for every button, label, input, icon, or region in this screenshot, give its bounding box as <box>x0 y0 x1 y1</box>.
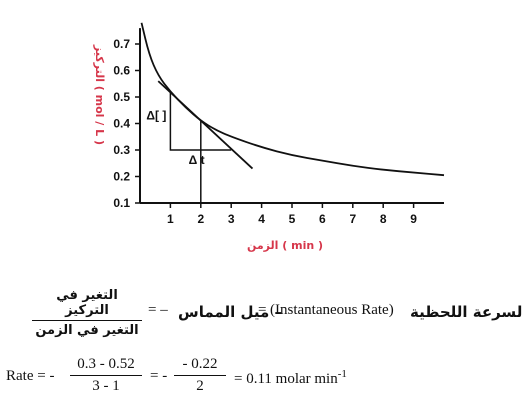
definition-equation: التغير في التركيز التغير في الزمن = – – … <box>0 288 522 340</box>
x-tick-label: 6 <box>319 212 326 226</box>
series-layer <box>140 22 445 177</box>
fraction-one-denominator: 3 - 1 <box>92 378 120 394</box>
axes <box>139 28 444 204</box>
equals-minus-2: = - <box>150 368 168 384</box>
y-tick-label: 0.3 <box>113 143 130 157</box>
fraction-denominator: التغير في الزمن <box>35 323 139 338</box>
y-axis-label: التركيز ( mol / L ) <box>93 44 106 145</box>
fraction-one: 0.3 - 0.52 3 - 1 <box>70 356 142 395</box>
rate-calculation: Rate = - 0.3 - 0.52 3 - 1 = - - 0.22 2 =… <box>0 356 522 400</box>
x-tick-label: 7 <box>349 212 356 226</box>
delta-concentration-label: Δ[ ] <box>146 109 166 123</box>
delta-time-label: Δ t <box>189 153 205 167</box>
rate-result-exponent: -1 <box>337 368 347 380</box>
fraction-two: - 0.22 2 <box>174 356 226 395</box>
definition-fraction: التغير في التركيز التغير في الزمن <box>32 288 142 338</box>
equals-sign: = <box>258 302 267 318</box>
x-axis-label: الزمن ( min ) <box>247 239 323 252</box>
x-tick-label: 5 <box>289 212 296 226</box>
delta-triangle <box>169 91 232 151</box>
y-tick-label: 0.7 <box>113 37 130 51</box>
rate-chart: 0.1 0.2 0.3 0.4 0.5 0.6 0.7 1 2 3 4 5 6 7 8 9 Δ[ ] Δ t ا… <box>93 22 445 252</box>
ticks: 0.1 0.2 0.3 0.4 0.5 0.6 0.7 1 2 3 4 5 6 7 8 9 <box>113 37 417 226</box>
concentration-curve <box>140 22 445 177</box>
annotation-layer: Δ[ ] Δ t <box>146 91 232 203</box>
instantaneous-rate-english: (Instantaneous Rate) <box>270 302 394 318</box>
y-tick-label: 0.5 <box>113 90 130 104</box>
tangent-line <box>157 80 254 170</box>
rate-result: = 0.11 molar min-1 <box>234 368 347 388</box>
x-tick-label: 9 <box>410 212 417 226</box>
x-tick-label: 8 <box>380 212 387 226</box>
x-tick-label: 4 <box>258 212 265 226</box>
equals-minus: = – <box>148 302 168 318</box>
fraction-numerator: التغير في التركيز <box>32 288 142 321</box>
tangent-slope-label: – ميل المماس <box>178 303 282 321</box>
fraction-two-denominator: 2 <box>196 378 204 394</box>
y-tick-label: 0.6 <box>113 64 130 78</box>
x-tick-label: 3 <box>228 212 235 226</box>
fraction-one-numerator: 0.3 - 0.52 <box>70 356 142 376</box>
rate-result-text: = 0.11 molar min <box>234 371 338 387</box>
fraction-two-numerator: - 0.22 <box>174 356 226 376</box>
y-tick-label: 0.4 <box>113 117 130 131</box>
y-tick-label: 0.2 <box>113 170 130 184</box>
rate-prefix: Rate = - <box>6 368 55 384</box>
y-tick-label: 0.1 <box>113 196 130 210</box>
x-tick-label: 2 <box>197 212 204 226</box>
instantaneous-rate-arabic: السرعة اللحظية <box>410 303 522 321</box>
x-tick-label: 1 <box>167 212 174 226</box>
